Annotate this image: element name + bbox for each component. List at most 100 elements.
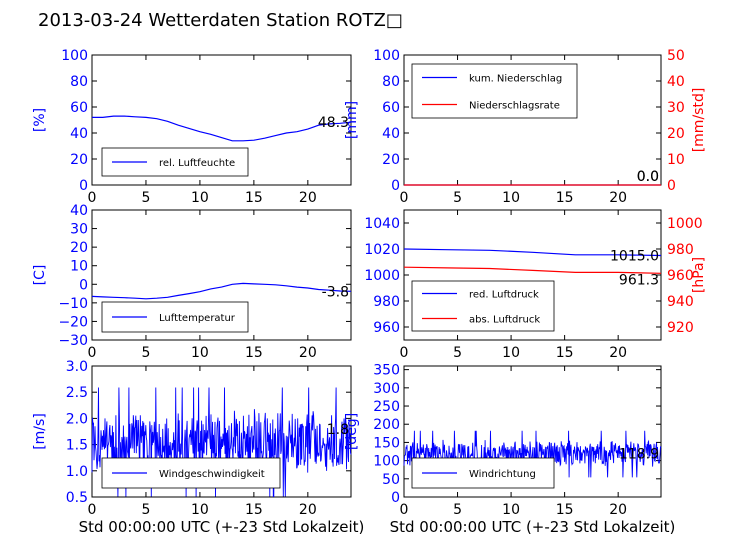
y-tick-label-wind_dir: 350 (373, 363, 400, 379)
y-tick-label-wind_speed: 0.5 (66, 490, 88, 506)
y-tick-label-wind_dir: 150 (373, 435, 400, 451)
x-tick-label-wind_speed: 5 (141, 502, 150, 518)
y-tick-label-humidity: 100 (61, 48, 88, 64)
x-tick-label-humidity: 5 (141, 190, 150, 206)
x-tick-label-pressure: 0 (400, 345, 409, 361)
y-axis-label-humidity: [%] (32, 108, 48, 132)
last-value-label-right-pressure: 961.3 (619, 272, 659, 288)
x-tick-label-temperature: 15 (245, 345, 263, 361)
x-tick-label-precip: 15 (556, 190, 574, 206)
y-tick-label-temperature: −20 (58, 314, 88, 330)
x-tick-label-wind_dir: 20 (609, 502, 627, 518)
y-tick-label-wind_speed: 1.5 (66, 438, 88, 454)
last-value-label-wind_dir: 118.9 (619, 447, 659, 463)
y-tick-label-pressure: 1040 (364, 216, 400, 232)
page-title: 2013-03-24 Wetterdaten Station ROTZ□ (38, 10, 403, 31)
legend-label-wind_speed: Windgeschwindigkeit (159, 469, 265, 480)
y-right-tick-label-pressure: 960 (667, 268, 694, 284)
y-tick-label-temperature: 0 (79, 277, 88, 293)
last-value-label-temperature: -3.8 (322, 284, 349, 300)
x-tick-label-temperature: 10 (191, 345, 209, 361)
x-tick-label-wind_dir: 5 (453, 502, 462, 518)
series-line-humidity-0 (92, 115, 352, 142)
y-tick-label-humidity: 0 (79, 178, 88, 194)
y-tick-label-temperature: 10 (70, 259, 88, 275)
series-line-wind_speed-0 (91, 387, 352, 497)
y-right-tick-label-pressure: 940 (667, 294, 694, 310)
y-tick-label-precip: 0 (391, 178, 400, 194)
legend-box-pressure (411, 280, 555, 332)
y-tick-label-humidity: 40 (70, 126, 88, 142)
y-axis-label-wind_dir: [deg] (344, 413, 360, 450)
y-tick-label-temperature: 40 (70, 203, 88, 219)
x-tick-label-humidity: 15 (245, 190, 263, 206)
x-tick-label-pressure: 15 (556, 345, 574, 361)
y-tick-label-wind_speed: 3.0 (66, 359, 88, 375)
y-tick-label-pressure: 980 (373, 294, 400, 310)
y-axis-label-precip: [mm] (344, 101, 360, 139)
last-value-label-wind_speed: 1.8 (327, 422, 349, 438)
legend-label-pressure: abs. Luftdruck (469, 315, 540, 326)
y-axis-label-wind_speed: [m/s] (32, 413, 48, 450)
y-right-tick-label-precip: 50 (667, 48, 685, 64)
x-tick-label-precip: 20 (609, 190, 627, 206)
y-right-tick-label-precip: 10 (667, 152, 685, 168)
series-line-pressure-0 (403, 248, 662, 257)
y-tick-label-wind_dir: 250 (373, 399, 400, 415)
y-tick-label-humidity: 80 (70, 74, 88, 90)
y-right-tick-label-pressure: 920 (667, 320, 694, 336)
x-tick-label-precip: 0 (400, 190, 409, 206)
y-tick-label-humidity: 20 (70, 152, 88, 168)
x-tick-label-humidity: 10 (191, 190, 209, 206)
y-tick-label-wind_speed: 2.5 (66, 385, 88, 401)
y-tick-label-temperature: −10 (58, 296, 88, 312)
y-tick-label-pressure: 1000 (364, 268, 400, 284)
x-tick-label-precip: 10 (502, 190, 520, 206)
x-tick-label-wind_speed: 15 (245, 502, 263, 518)
y-right-tick-label-precip: 40 (667, 74, 685, 90)
last-value-label-right-precip: 0.0 (637, 169, 659, 185)
y-tick-label-precip: 100 (373, 48, 400, 64)
y-tick-label-wind_dir: 50 (382, 472, 400, 488)
y-tick-label-temperature: −30 (58, 333, 88, 349)
y-tick-label-wind_dir: 0 (391, 490, 400, 506)
y-right-axis-label-precip: [mm/std] (691, 88, 707, 153)
last-value-label-precip: 0.0 (637, 169, 659, 185)
legend-label-humidity: rel. Luftfeuchte (159, 158, 235, 169)
x-axis-label-left: Std 00:00:00 UTC (+-23 Std Lokalzeit) (79, 518, 365, 536)
y-tick-label-wind_speed: 1.0 (66, 464, 88, 480)
y-right-axis-label-pressure: [hPa] (691, 257, 707, 293)
y-right-tick-label-precip: 20 (667, 126, 685, 142)
x-tick-label-wind_speed: 0 (88, 502, 97, 518)
legend-label-precip: kum. Niederschlag (469, 74, 562, 85)
y-tick-label-temperature: 30 (70, 222, 88, 238)
y-tick-label-wind_dir: 200 (373, 417, 400, 433)
legend-label-pressure: red. Luftdruck (469, 290, 539, 301)
x-axis-label-right: Std 00:00:00 UTC (+-23 Std Lokalzeit) (390, 518, 676, 536)
legend-label-precip: Niederschlagsrate (469, 101, 560, 112)
legend-label-temperature: Lufttemperatur (159, 313, 236, 324)
y-right-tick-label-precip: 0 (667, 178, 676, 194)
x-tick-label-wind_dir: 10 (502, 502, 520, 518)
y-right-tick-label-pressure: 980 (667, 242, 694, 258)
x-tick-label-wind_dir: 15 (556, 502, 574, 518)
y-tick-label-precip: 20 (382, 152, 400, 168)
last-value-label-pressure: 1015.0 (610, 249, 659, 265)
x-tick-label-humidity: 0 (88, 190, 97, 206)
series-line-wind_dir-0 (403, 430, 662, 478)
x-tick-label-temperature: 0 (88, 345, 97, 361)
x-tick-label-pressure: 10 (502, 345, 520, 361)
y-tick-label-precip: 80 (382, 74, 400, 90)
x-tick-label-wind_speed: 10 (191, 502, 209, 518)
y-tick-label-temperature: 20 (70, 240, 88, 256)
series-line-temperature-0 (91, 282, 352, 300)
series-line-pressure-1 (403, 266, 662, 274)
y-tick-label-precip: 60 (382, 100, 400, 116)
y-right-tick-label-pressure: 1000 (667, 216, 703, 232)
x-tick-label-pressure: 20 (609, 345, 627, 361)
x-tick-label-wind_dir: 0 (400, 502, 409, 518)
x-tick-label-precip: 5 (453, 190, 462, 206)
x-tick-label-temperature: 20 (299, 345, 317, 361)
